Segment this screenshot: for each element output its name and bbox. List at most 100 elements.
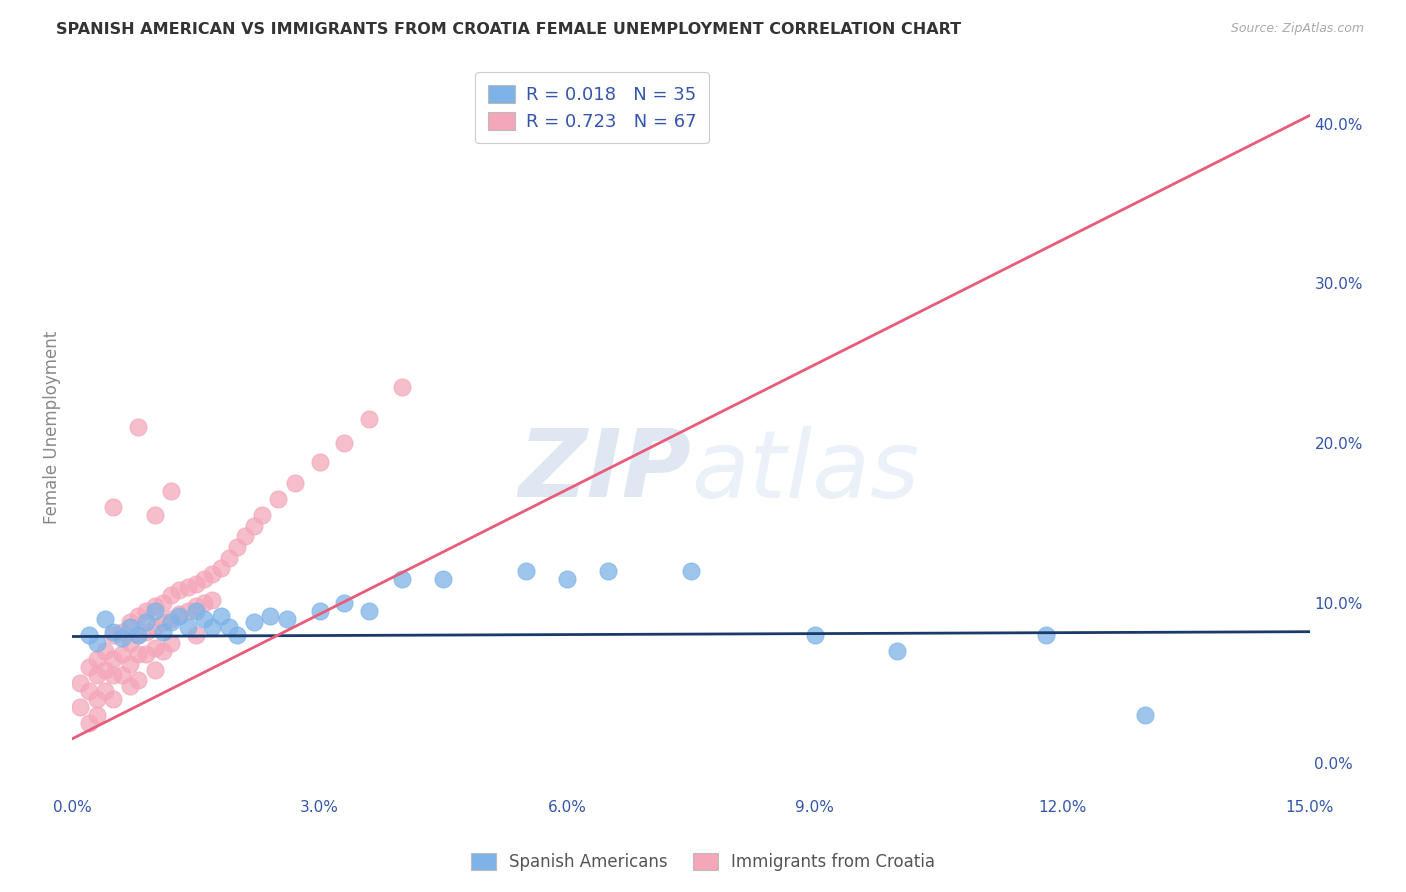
Point <box>69 676 91 690</box>
Point <box>86 652 108 666</box>
Point <box>86 707 108 722</box>
Point <box>86 668 108 682</box>
Point <box>103 624 125 639</box>
Point <box>359 604 381 618</box>
Point <box>276 612 298 626</box>
Point <box>143 508 166 522</box>
Point <box>432 572 454 586</box>
Point <box>94 683 117 698</box>
Point <box>127 420 149 434</box>
Point <box>184 576 207 591</box>
Point <box>118 679 141 693</box>
Point <box>118 657 141 671</box>
Legend: R = 0.018   N = 35, R = 0.723   N = 67: R = 0.018 N = 35, R = 0.723 N = 67 <box>475 72 709 144</box>
Text: Source: ZipAtlas.com: Source: ZipAtlas.com <box>1230 22 1364 36</box>
Point <box>160 588 183 602</box>
Point <box>359 412 381 426</box>
Point <box>169 608 191 623</box>
Point <box>77 683 100 698</box>
Point <box>127 628 149 642</box>
Point <box>135 647 157 661</box>
Point <box>177 604 200 618</box>
Point <box>218 620 240 634</box>
Point <box>160 484 183 499</box>
Point <box>177 580 200 594</box>
Point <box>226 540 249 554</box>
Point <box>143 640 166 655</box>
Point <box>201 567 224 582</box>
Point <box>111 631 134 645</box>
Text: SPANISH AMERICAN VS IMMIGRANTS FROM CROATIA FEMALE UNEMPLOYMENT CORRELATION CHAR: SPANISH AMERICAN VS IMMIGRANTS FROM CROA… <box>56 22 962 37</box>
Point <box>103 691 125 706</box>
Point <box>235 529 257 543</box>
Point <box>803 628 825 642</box>
Point <box>555 572 578 586</box>
Point <box>169 583 191 598</box>
Point <box>127 647 149 661</box>
Point <box>118 636 141 650</box>
Point <box>1035 628 1057 642</box>
Point <box>69 699 91 714</box>
Y-axis label: Female Unemployment: Female Unemployment <box>44 331 60 524</box>
Point <box>160 636 183 650</box>
Point <box>184 599 207 614</box>
Point <box>127 608 149 623</box>
Point <box>160 615 183 629</box>
Point <box>94 612 117 626</box>
Point <box>94 663 117 677</box>
Text: atlas: atlas <box>690 425 920 516</box>
Point <box>201 592 224 607</box>
Point <box>242 519 264 533</box>
Point <box>242 615 264 629</box>
Point <box>118 615 141 629</box>
Point <box>135 615 157 629</box>
Point <box>218 551 240 566</box>
Point <box>152 644 174 658</box>
Point <box>184 604 207 618</box>
Point <box>77 660 100 674</box>
Point <box>886 644 908 658</box>
Point <box>250 508 273 522</box>
Point <box>152 596 174 610</box>
Point <box>201 620 224 634</box>
Point <box>284 476 307 491</box>
Point <box>267 491 290 506</box>
Point <box>391 380 413 394</box>
Point <box>193 612 215 626</box>
Point <box>118 620 141 634</box>
Point <box>226 628 249 642</box>
Point <box>333 596 356 610</box>
Point <box>1133 707 1156 722</box>
Point <box>184 628 207 642</box>
Point <box>77 715 100 730</box>
Point <box>94 644 117 658</box>
Point <box>143 599 166 614</box>
Text: ZIP: ZIP <box>517 425 690 517</box>
Point <box>103 652 125 666</box>
Point <box>169 607 191 621</box>
Point <box>391 572 413 586</box>
Point <box>111 647 134 661</box>
Point <box>111 668 134 682</box>
Point <box>111 624 134 639</box>
Point <box>209 561 232 575</box>
Point <box>86 636 108 650</box>
Point <box>308 604 330 618</box>
Point <box>77 628 100 642</box>
Point <box>152 624 174 639</box>
Point <box>103 668 125 682</box>
Point <box>127 673 149 687</box>
Point <box>152 615 174 629</box>
Point <box>679 564 702 578</box>
Point <box>598 564 620 578</box>
Point <box>177 620 200 634</box>
Point <box>193 572 215 586</box>
Point <box>143 663 166 677</box>
Point <box>308 455 330 469</box>
Point <box>143 620 166 634</box>
Point <box>209 608 232 623</box>
Point <box>193 596 215 610</box>
Legend: Spanish Americans, Immigrants from Croatia: Spanish Americans, Immigrants from Croat… <box>463 845 943 880</box>
Point <box>135 624 157 639</box>
Point <box>127 628 149 642</box>
